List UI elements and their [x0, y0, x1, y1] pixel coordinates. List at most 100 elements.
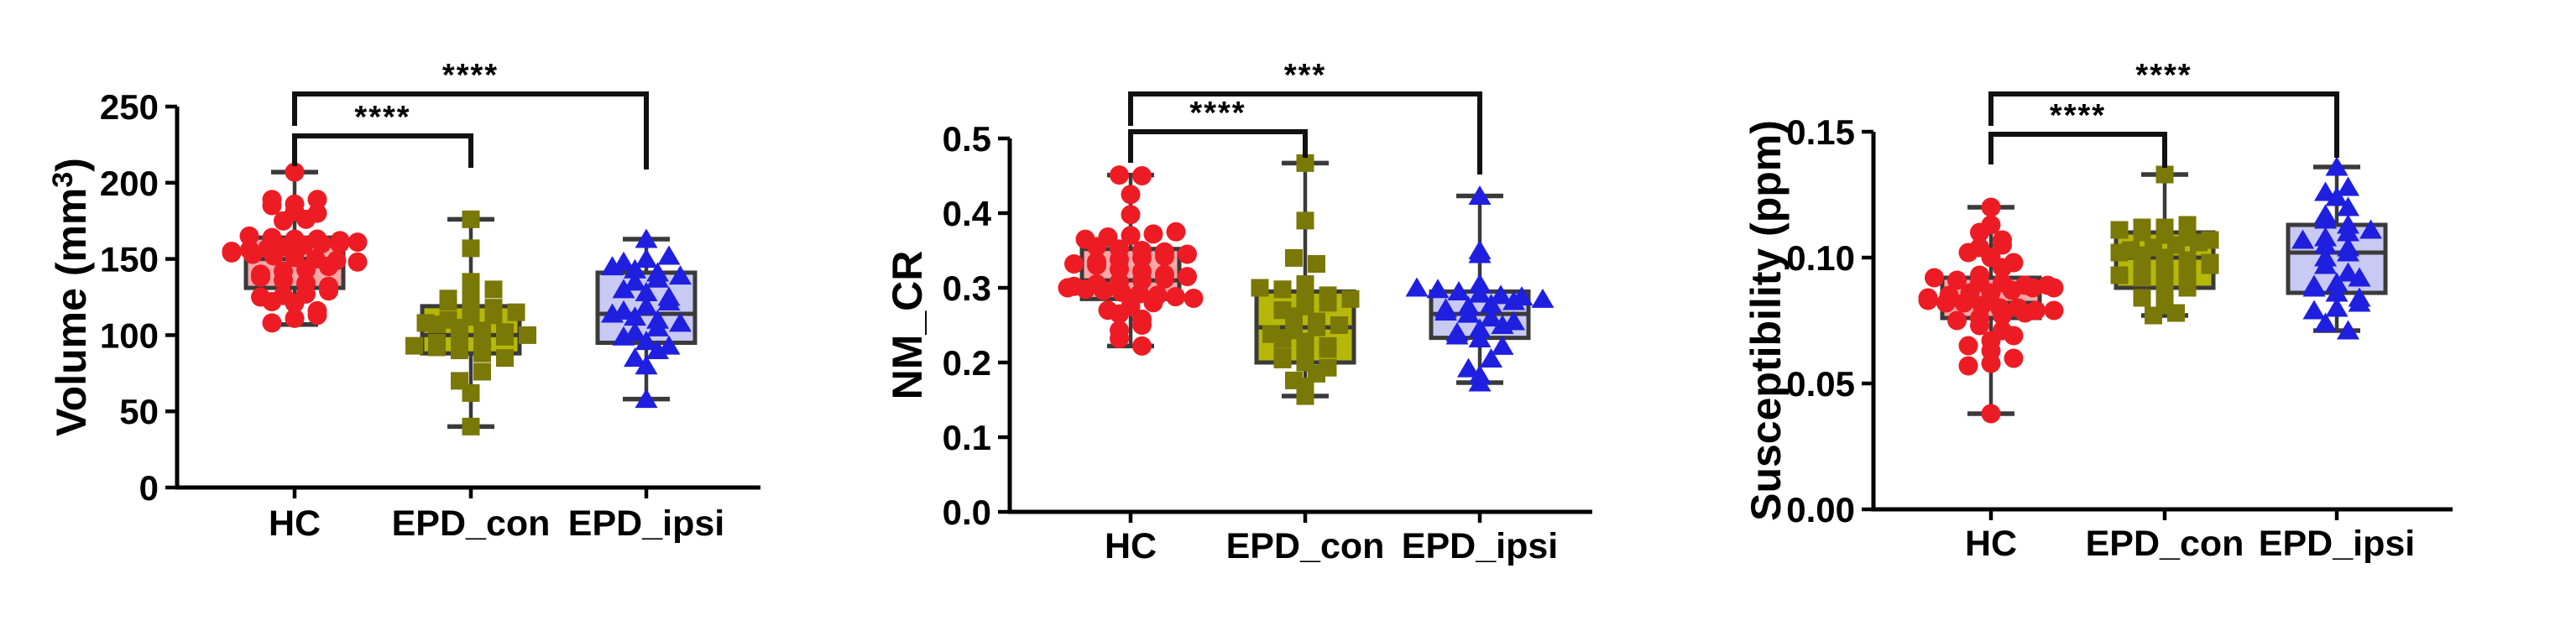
data-point-HC	[274, 211, 293, 231]
data-point-HC	[1121, 185, 1141, 205]
data-point-EPD_con	[2167, 304, 2185, 322]
y-tick-label: 0.1	[943, 418, 991, 457]
data-point-HC	[307, 190, 327, 210]
data-point-EPD_con	[507, 303, 525, 321]
data-point-EPD_con	[451, 318, 468, 336]
data-point-HC	[1925, 268, 1944, 288]
data-point-EPD_ipsi	[635, 248, 658, 269]
data-point-HC	[1166, 222, 1186, 242]
data-point-EPD_ipsi	[2291, 229, 2314, 249]
data-point-HC	[1155, 247, 1174, 267]
data-point-EPD_ipsi	[2337, 320, 2359, 340]
data-point-EPD_con	[2145, 306, 2162, 325]
data-point-HC	[1087, 237, 1106, 257]
panel-susceptibility: 0.00 0.05 0.10 0.15 HC EPD_con EPD_ipsi Suscept…	[1717, 0, 2576, 631]
data-point-EPD_ipsi	[1480, 307, 1502, 327]
data-point-HC	[1970, 222, 1989, 242]
data-point-HC	[262, 196, 282, 216]
data-point-HC	[319, 281, 338, 301]
data-point-EPD_con	[484, 306, 503, 325]
y-tick-label: 0.4	[943, 194, 992, 233]
data-point-HC	[243, 244, 263, 264]
data-point-HC	[1993, 258, 2012, 278]
data-point-HC	[2002, 280, 2022, 300]
data-point-EPD_ipsi	[635, 295, 658, 316]
data-point-HC	[307, 305, 327, 326]
data-point-EPD_con	[2178, 258, 2197, 277]
data-point-EPD_con	[1330, 316, 1348, 334]
data-point-HC	[2015, 303, 2035, 323]
data-point-EPD_ipsi	[2337, 262, 2359, 282]
data-point-EPD_ipsi	[1531, 288, 1554, 308]
data-point-EPD_con	[2190, 233, 2208, 252]
data-point-HC	[1075, 279, 1095, 300]
data-point-EPD_ipsi	[1447, 280, 1471, 300]
y-axis-title: Volume (mm3)	[47, 158, 95, 436]
data-point-EPD_ipsi	[2325, 282, 2349, 302]
data-point-EPD_ipsi	[1480, 294, 1502, 314]
data-point-EPD_ipsi	[2325, 186, 2349, 206]
data-point-HC	[1132, 336, 1152, 356]
data-point-HC	[1981, 404, 2001, 424]
data-point-HC	[1132, 248, 1152, 268]
y-tick-label: 250	[100, 87, 159, 127]
data-point-HC	[264, 246, 284, 266]
data-point-EPD_ipsi	[2348, 267, 2371, 287]
data-point-HC	[347, 232, 368, 253]
data-point-EPD_con	[405, 336, 423, 355]
category-label-EPD_con: EPD_con	[1226, 526, 1385, 566]
data-point-HC	[274, 270, 293, 290]
data-point-HC	[1111, 282, 1131, 302]
data-point-HC	[239, 226, 259, 246]
data-point-EPD_ipsi	[624, 347, 646, 368]
data-point-HC	[1981, 197, 2001, 217]
significance-stars: ****	[2135, 58, 2192, 93]
data-point-EPD_con	[462, 210, 480, 228]
data-point-EPD_ipsi	[2325, 156, 2349, 176]
data-point-HC	[1064, 254, 1084, 274]
panel-nm-cr: 0.0 0.1 0.2 0.3 0.4 0.5 HC EPD_con EPD_ipsi NM_CR…	[859, 0, 1717, 631]
y-tick-label: 0.05	[1786, 364, 1855, 404]
significance-bracket	[1128, 91, 1482, 175]
data-point-EPD_ipsi	[635, 228, 658, 248]
data-point-EPD_ipsi	[2302, 277, 2326, 297]
data-point-EPD_con	[2133, 223, 2151, 242]
data-point-EPD_ipsi	[1468, 372, 1492, 392]
y-tick-label: 0.3	[943, 269, 991, 308]
data-point-EPD_ipsi	[612, 279, 635, 299]
significance-stars: ****	[442, 58, 499, 93]
data-point-EPD_con	[1273, 330, 1292, 348]
susceptibility-chart: 0.00 0.05 0.10 0.15 HC EPD_con EPD_ipsi Suscept…	[1743, 58, 2453, 564]
data-point-HC	[1166, 287, 1186, 307]
data-point-EPD_ipsi	[635, 282, 658, 302]
data-point-HC	[2044, 300, 2064, 321]
data-point-EPD_con	[1273, 280, 1292, 299]
data-point-HC	[1958, 336, 1978, 356]
data-point-HC	[1947, 270, 1967, 290]
data-point-HC	[1110, 165, 1129, 185]
data-point-HC	[1110, 329, 1129, 349]
data-point-EPD_ipsi	[657, 245, 681, 265]
data-point-HC	[1121, 205, 1141, 225]
significance-stars: ****	[354, 100, 410, 135]
data-point-EPD_con	[2133, 246, 2151, 264]
data-point-EPD_ipsi	[2314, 234, 2337, 254]
data-point-EPD_ipsi	[635, 389, 658, 409]
data-point-EPD_ipsi	[601, 303, 624, 323]
nm-cr-chart: 0.0 0.1 0.2 0.3 0.4 0.5 HC EPD_con EPD_ipsi NM_CR…	[884, 58, 1592, 566]
data-point-HC	[1132, 166, 1152, 185]
data-point-HC	[1143, 293, 1163, 313]
data-point-EPD_ipsi	[1491, 315, 1514, 334]
y-tick-label: 200	[100, 164, 159, 203]
data-point-EPD_ipsi	[2348, 292, 2371, 312]
data-point-EPD_con	[473, 331, 491, 349]
data-point-EPD_con	[2155, 165, 2174, 184]
data-point-EPD_ipsi	[1468, 274, 1492, 294]
y-axis-title: Susceptibility (ppm)	[1743, 120, 1790, 521]
data-point-EPD_ipsi	[646, 316, 669, 336]
data-point-HC	[1183, 288, 1204, 308]
volume-chart: 0 50 100 150 200 250 HC EPD_con EPD_ipsi Volume (…	[47, 58, 760, 544]
data-point-EPD_con	[428, 338, 446, 357]
data-point-EPD_ipsi	[669, 312, 692, 332]
